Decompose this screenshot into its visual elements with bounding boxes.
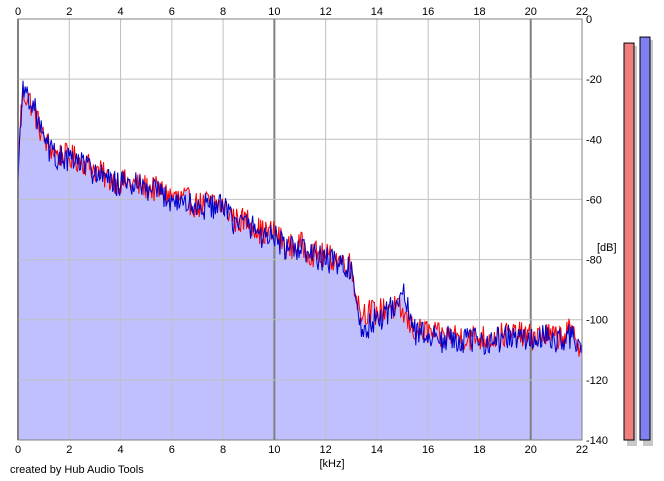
x-tick-label-top: 18: [473, 6, 485, 18]
x-tick-label-top: 2: [66, 6, 72, 18]
spectrum-fill-area: [18, 80, 582, 440]
x-tick-label-top: 4: [117, 6, 123, 18]
x-tick-label-bottom: 2: [66, 444, 72, 456]
y-tick-label: -20: [586, 74, 602, 86]
credit-text: created by Hub Audio Tools: [10, 464, 144, 476]
y-tick-label: -120: [586, 375, 608, 387]
y-tick-label: -40: [586, 134, 602, 146]
y-tick-label: 0: [586, 14, 592, 26]
y-axis-label: [dB]: [597, 242, 617, 254]
x-tick-label-bottom: 6: [169, 444, 175, 456]
x-tick-label-top: 12: [320, 6, 332, 18]
level-meter-left: [623, 42, 635, 441]
grid-lines: [17, 18, 583, 441]
x-tick-label-bottom: 10: [268, 444, 280, 456]
x-tick-label-bottom: 4: [117, 444, 123, 456]
x-tick-label-top: 20: [525, 6, 537, 18]
right-channel-line: [17, 80, 583, 356]
x-axis-label: [kHz]: [319, 458, 344, 470]
x-tick-label-bottom: 12: [320, 444, 332, 456]
plot-frame: [17, 18, 583, 441]
y-tick-labels: 0 -20 -40 -60 -80 -100 -120 -140: [586, 14, 608, 447]
x-tick-label-bottom: 16: [422, 444, 434, 456]
y-tick-label: -100: [586, 315, 608, 327]
x-tick-label-bottom: 14: [371, 444, 383, 456]
y-tick-label: -60: [586, 194, 602, 206]
x-tick-label-top: 10: [268, 6, 280, 18]
x-tick-label-bottom: 8: [220, 444, 226, 456]
x-tick-label-bottom: 0: [15, 444, 21, 456]
level-meters: [623, 36, 653, 447]
x-tick-label-top: 0: [15, 6, 21, 18]
y-tick-label: -80: [586, 255, 602, 267]
x-tick-label-top: 22: [576, 6, 588, 18]
x-tick-label-top: 8: [220, 6, 226, 18]
level-meter-right: [639, 36, 651, 441]
x-tick-label-top: 16: [422, 6, 434, 18]
x-tick-label-top: 6: [169, 6, 175, 18]
x-tick-label-bottom: 22: [576, 444, 588, 456]
x-tick-label-bottom: 18: [473, 444, 485, 456]
y-tick-label: -140: [586, 435, 608, 447]
x-tick-label-top: 14: [371, 6, 383, 18]
x-tick-label-bottom: 20: [525, 444, 537, 456]
